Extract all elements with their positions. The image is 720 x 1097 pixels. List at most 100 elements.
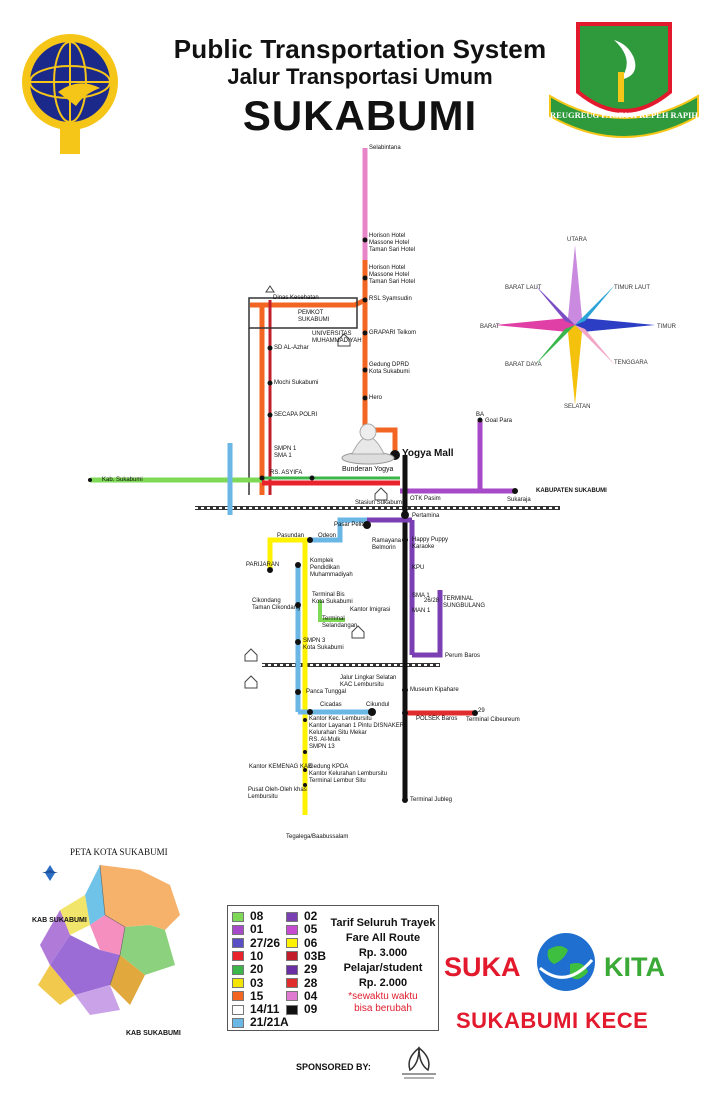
route-14-11: [248, 297, 358, 329]
label-pasundan: Pasundan: [277, 533, 305, 539]
label-asyfa: RS. ASYIFA: [270, 470, 303, 476]
label-odeon: Odeon: [318, 533, 337, 539]
legend-swatch: [232, 991, 244, 1002]
legend-swatch: [232, 978, 244, 988]
legend-route-01: 01: [232, 923, 263, 935]
compass-selatan: SELATAN: [564, 404, 591, 410]
compass-tenggara: TENGGARA: [614, 360, 648, 366]
label-kemenag: Kantor KEMENAG KAB: [249, 764, 313, 770]
fare-title-en: Fare All Route: [345, 932, 421, 944]
legend-route-28: 28: [286, 975, 318, 990]
legend-route-20: 20: [232, 962, 264, 977]
label-terminal-sel: Terminal Selandangan: [322, 616, 358, 629]
legend-code: 02: [304, 909, 318, 923]
label-pasar-pelita: Pasar Pelita: [334, 522, 367, 528]
legend-swatch: [232, 1004, 244, 1015]
label-ba: BA: [476, 412, 485, 418]
legend-swatch: [232, 964, 244, 975]
legend-route-04: 04: [286, 988, 318, 1003]
legend-code: 15: [250, 988, 264, 1003]
legend-code: 08: [250, 909, 264, 923]
label-dprd: Gedung DPRD Kota Sukabumi: [369, 362, 410, 375]
label-sma1: SMA 1: [412, 593, 430, 599]
legend-swatch: [232, 1017, 244, 1028]
legend-swatch: [286, 951, 298, 962]
fare-general: Rp. 3.000: [358, 947, 408, 959]
ministry-logo: [22, 34, 118, 154]
label-terminal-jubleg: Terminal Jubleg: [410, 797, 453, 803]
label-man1: MAN 1: [412, 608, 431, 614]
label-cicadas: Cicadas: [320, 702, 342, 708]
label-rsl: RSL Syamsudin: [369, 296, 412, 302]
legend-code: 04: [304, 988, 318, 1003]
legend-route-03B: 03B: [286, 948, 327, 963]
legend-swatch: [286, 978, 298, 988]
globe-icon: [537, 933, 595, 991]
brand-suka: SUKA: [444, 952, 521, 982]
inset-title: PETA KOTA SUKABUMI: [70, 847, 168, 857]
legend-route-05: 05: [286, 923, 317, 935]
label-selabintana: Selabintana: [369, 145, 401, 151]
legend-code: 10: [250, 948, 264, 963]
route-08-spur: [318, 600, 345, 622]
compass-timur: TIMUR: [657, 324, 676, 330]
brand-tagline: SUKABUMI KECE: [456, 1008, 649, 1033]
label-kab-west: Kab. Sukabumi: [102, 477, 143, 483]
legend-route-29: 29: [286, 963, 317, 975]
legend-code: 03B: [304, 948, 327, 963]
label-parijaran: PARIJARAN: [246, 562, 280, 568]
label-muhammadiyah: Komplek Pendidikan Muhammadiyah: [310, 558, 353, 578]
legend-route-21-21A: 21/21A: [232, 1015, 289, 1030]
legend-code: 06: [304, 935, 318, 950]
compass-timur-laut: TIMUR LAUT: [614, 285, 650, 291]
label-lingkar: Jalur Lingkar Selatan KAC Lembursitu: [340, 675, 397, 688]
label-grapari: GRAPARI Telkom: [369, 330, 417, 336]
legend-route-02: 02: [286, 909, 318, 923]
route-15: [250, 260, 398, 495]
label-kab-east: KABUPATEN SUKABUMI: [536, 488, 607, 494]
sponsor-logo: [402, 1046, 436, 1079]
legend-code: 20: [250, 962, 264, 977]
legend-swatch: [286, 964, 298, 975]
compass-barat-laut: BARAT LAUT: [505, 285, 542, 291]
legend-code: 09: [304, 1002, 318, 1017]
compass-rose: [495, 245, 655, 405]
legend-code: 21/21A: [250, 1015, 289, 1030]
label-sd: SD AL-Azhar: [274, 345, 309, 351]
legend-swatch: [232, 911, 244, 922]
label-smpn3: SMPN 3 Kota Sukabumi: [303, 638, 344, 651]
label-sukaraja: Sukaraja: [507, 497, 531, 503]
legend-swatch: [286, 924, 298, 935]
label-cikundul: Cikundul: [366, 702, 390, 708]
legend-swatch: [286, 938, 298, 949]
label-2628: 26/28: [424, 598, 440, 604]
route-01: [400, 420, 515, 494]
label-museum: Museum Kipahare: [410, 687, 459, 693]
compass-utara: UTARA: [567, 237, 587, 243]
legend-swatch: [286, 1004, 298, 1015]
title-indonesian: Jalur Transportasi Umum: [227, 64, 493, 89]
legend-code: 27/26: [250, 935, 281, 950]
fare-student: Rp. 2.000: [358, 977, 408, 989]
legend-swatch: [286, 911, 298, 922]
emblem-motto: REUGREUG PAGEUH REPEH RAPIH: [550, 110, 698, 120]
fare-title: Tarif Seluruh Trayek: [330, 917, 436, 929]
label-pancatunggal: Panca Tunggal: [306, 689, 347, 695]
legend-code: 28: [304, 975, 318, 990]
legend-route-09: 09: [286, 1002, 318, 1017]
label-pertamina: Pertamina: [412, 513, 440, 519]
inset-kab-1: KAB SUKABUMI: [32, 917, 87, 924]
legend-code: 03: [250, 975, 264, 990]
legend-route-06: 06: [286, 935, 318, 950]
label-perum-baros: Perum Baros: [445, 653, 481, 659]
route-02: [367, 517, 443, 658]
legend-route-27-26: 27/26: [232, 935, 281, 950]
bunderan-monument: [341, 423, 395, 465]
railway: [195, 506, 560, 667]
label-cikondang: Cikondang Taman Cikondang: [252, 598, 301, 611]
label-bunderan: Bunderan Yogya: [342, 466, 394, 473]
fare-box: Tarif Seluruh Trayek Fare All Route Rp. …: [328, 916, 438, 1015]
route-06: [267, 537, 310, 815]
compass-barat: BARAT: [480, 324, 500, 330]
